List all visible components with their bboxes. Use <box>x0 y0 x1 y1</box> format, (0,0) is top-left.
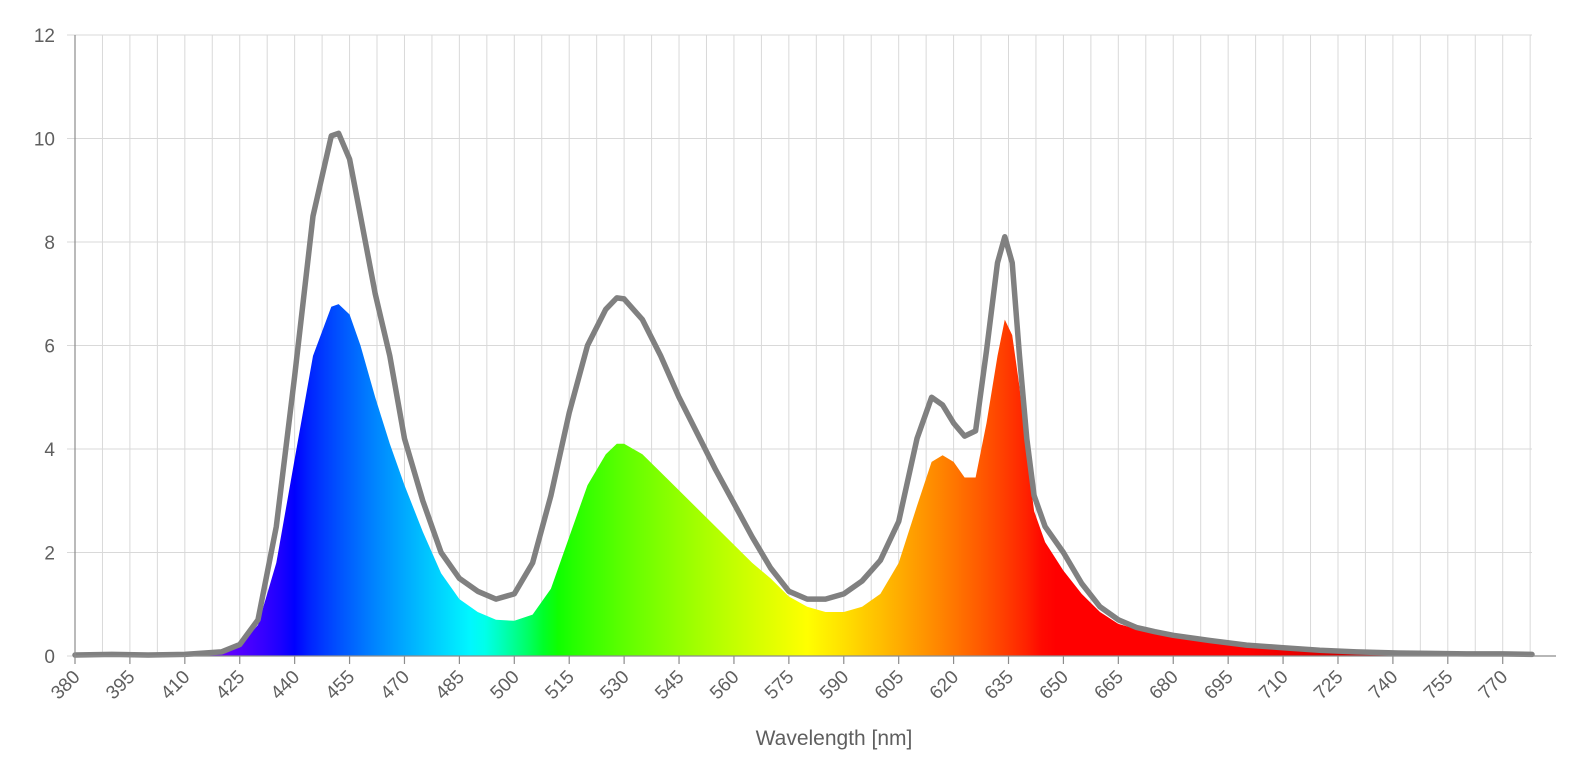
y-tick-label: 8 <box>44 233 55 254</box>
x-tick-label: 410 <box>157 667 194 704</box>
x-tick-label: 680 <box>1146 667 1183 704</box>
x-tick-label: 635 <box>981 667 1018 704</box>
x-tick-label: 455 <box>322 667 359 704</box>
x-tick-label: 575 <box>761 667 798 704</box>
x-axis-title: Wavelength [nm] <box>756 727 913 750</box>
spectral-area <box>75 304 1532 656</box>
y-tick-label: 10 <box>34 130 55 151</box>
x-tick-label: 470 <box>377 667 414 704</box>
y-tick-label: 0 <box>44 647 55 668</box>
x-tick-label: 560 <box>706 667 743 704</box>
x-tick-label: 425 <box>212 667 249 704</box>
x-tick-label: 380 <box>47 667 84 704</box>
x-tick-label: 530 <box>596 667 633 704</box>
x-tick-label: 500 <box>487 667 524 704</box>
y-tick-label: 4 <box>44 440 55 461</box>
x-tick-label: 590 <box>816 667 853 704</box>
x-tick-label: 740 <box>1365 667 1402 704</box>
x-tick-label: 770 <box>1475 667 1512 704</box>
x-tick-label: 485 <box>432 667 469 704</box>
x-tick-label: 695 <box>1200 667 1237 704</box>
x-tick-label: 755 <box>1420 667 1457 704</box>
x-tick-label: 665 <box>1091 667 1128 704</box>
x-tick-label: 545 <box>651 667 688 704</box>
x-tick-label: 725 <box>1310 667 1347 704</box>
envelope-line <box>72 130 1535 658</box>
x-tick-label: 440 <box>267 667 304 704</box>
x-tick-label: 605 <box>871 667 908 704</box>
x-tick-label: 650 <box>1036 667 1073 704</box>
x-tick-label: 710 <box>1255 667 1292 704</box>
x-tick-label: 395 <box>102 667 139 704</box>
y-tick-label: 6 <box>44 337 55 358</box>
y-tick-label: 12 <box>34 26 55 47</box>
x-tick-label: 515 <box>541 667 578 704</box>
x-tick-label: 620 <box>926 667 963 704</box>
y-tick-label: 2 <box>44 544 55 565</box>
plot-layer <box>72 130 1535 658</box>
